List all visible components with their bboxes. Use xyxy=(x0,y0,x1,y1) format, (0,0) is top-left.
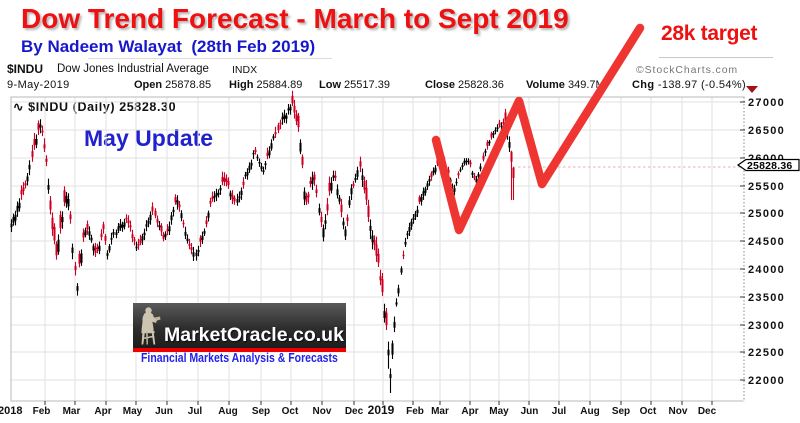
svg-text:22000: 22000 xyxy=(748,375,785,387)
svg-text:23000: 23000 xyxy=(748,320,785,332)
svg-text:25500: 25500 xyxy=(748,181,785,193)
svg-text:23500: 23500 xyxy=(748,292,785,304)
svg-text:26500: 26500 xyxy=(748,125,785,137)
svg-text:Oct: Oct xyxy=(282,406,299,417)
svg-text:24000: 24000 xyxy=(748,264,785,276)
svg-text:25000: 25000 xyxy=(748,208,785,220)
svg-text:Apr: Apr xyxy=(94,406,111,417)
svg-text:Jun: Jun xyxy=(521,406,539,417)
svg-text:Sep: Sep xyxy=(252,406,270,417)
svg-text:Aug: Aug xyxy=(218,406,237,417)
svg-text:Feb: Feb xyxy=(33,406,51,417)
svg-text:Oct: Oct xyxy=(640,406,657,417)
svg-text:Nov: Nov xyxy=(313,406,332,417)
svg-text:Aug: Aug xyxy=(580,406,599,417)
svg-text:25828.36: 25828.36 xyxy=(747,160,792,172)
svg-text:May: May xyxy=(123,406,143,417)
svg-text:Jul: Jul xyxy=(188,406,203,417)
svg-text:2019: 2019 xyxy=(368,403,395,417)
svg-text:Mar: Mar xyxy=(431,406,449,417)
svg-text:Feb: Feb xyxy=(406,406,424,417)
svg-text:Dec: Dec xyxy=(345,406,364,417)
svg-text:2018: 2018 xyxy=(0,405,22,417)
svg-text:Dec: Dec xyxy=(698,406,717,417)
svg-text:22500: 22500 xyxy=(748,347,785,359)
svg-text:Jun: Jun xyxy=(155,406,173,417)
svg-text:Sep: Sep xyxy=(612,406,630,417)
svg-text:Nov: Nov xyxy=(669,406,688,417)
svg-text:Jul: Jul xyxy=(552,406,567,417)
svg-text:Mar: Mar xyxy=(63,406,81,417)
svg-text:27000: 27000 xyxy=(748,97,785,109)
svg-text:24500: 24500 xyxy=(748,236,785,248)
svg-text:Apr: Apr xyxy=(461,406,478,417)
svg-text:May: May xyxy=(489,406,509,417)
